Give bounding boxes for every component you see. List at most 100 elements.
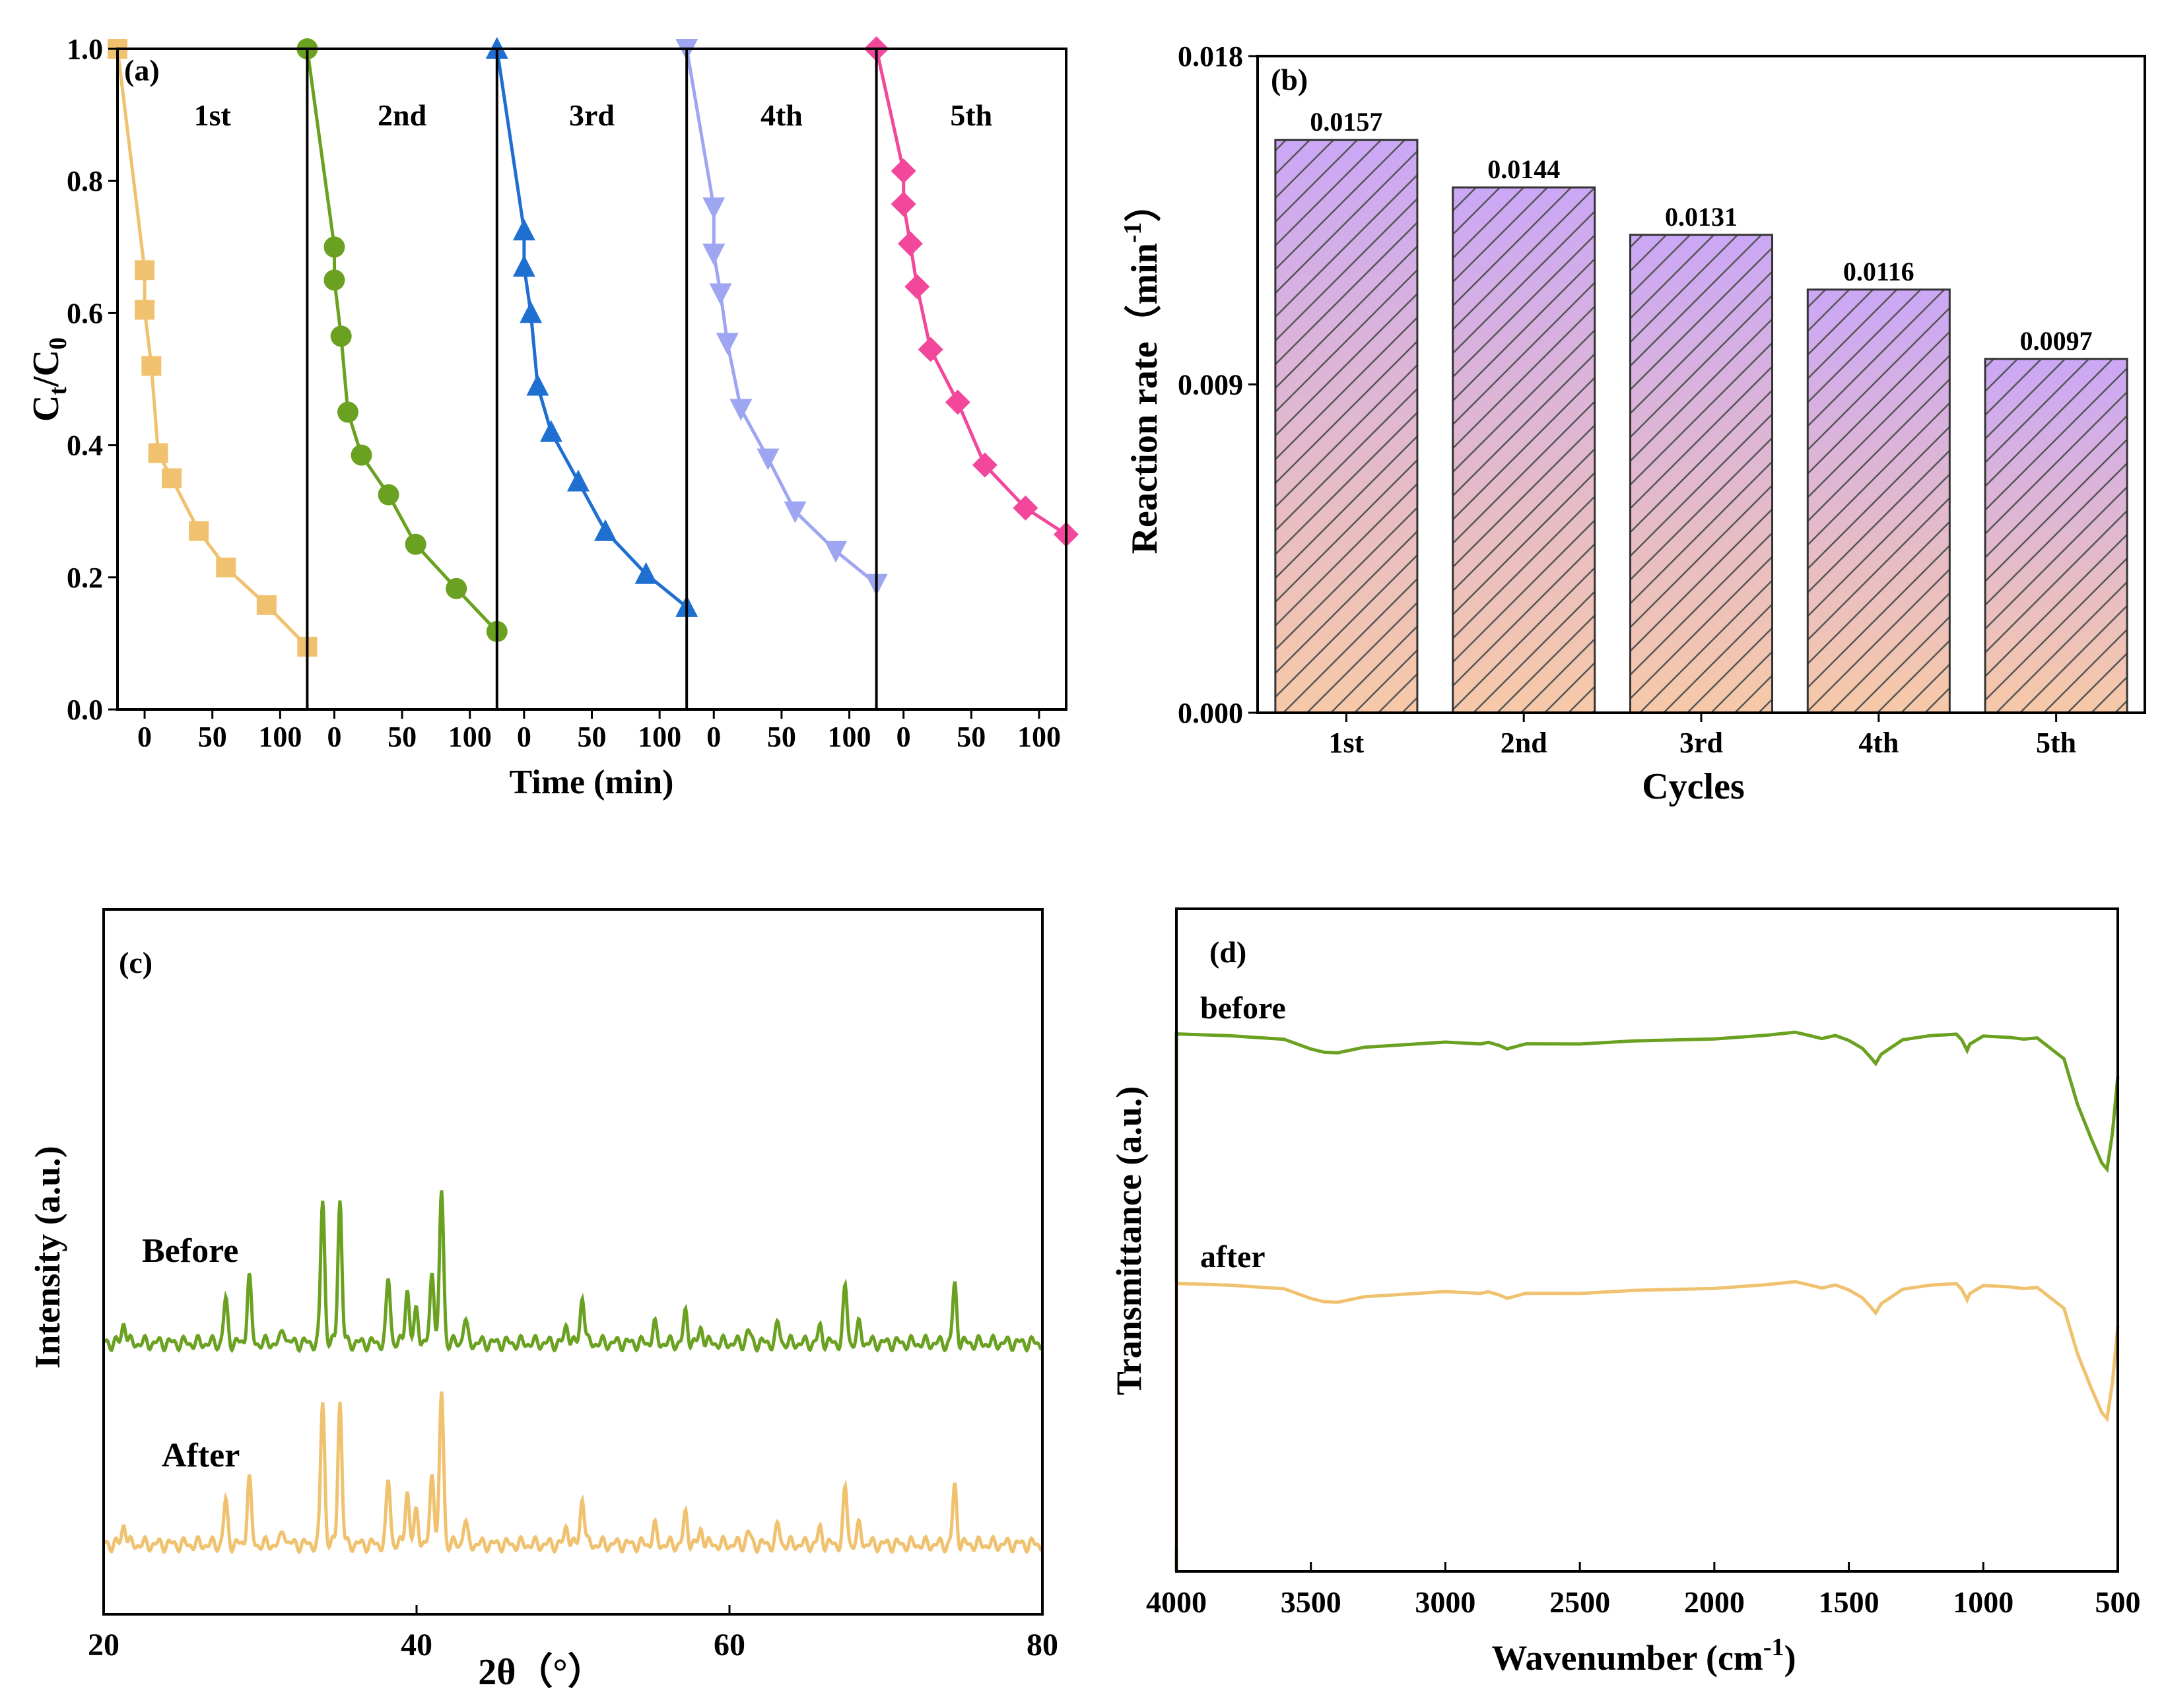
xrd-curve-before — [103, 1190, 1044, 1354]
panel-c-ylabel: Intensity (a.u.) — [28, 1146, 67, 1369]
y-tick-label: 0.009 — [1178, 369, 1243, 401]
panel-b-xlabel: Cycles — [1642, 766, 1745, 807]
bar-value-label: 0.0157 — [1310, 107, 1382, 137]
data-point-5th-6 — [945, 389, 970, 415]
x-tick-label: 3500 — [1281, 1585, 1341, 1619]
data-point-2nd-5 — [351, 444, 372, 466]
x-tick-label: 0 — [517, 721, 531, 753]
data-point-4th-8 — [825, 541, 848, 563]
data-point-3rd-2 — [512, 255, 535, 277]
data-point-3rd-5 — [539, 420, 562, 442]
panel-a-conversion-cycles: 1st 0 50 100 2nd 0 50 100 3rd 0 50 100 4th 0 50 100 5th 0… — [26, 33, 1079, 801]
series-line-2nd — [305, 48, 498, 633]
svg-text:Ct/C0: Ct/C0 — [26, 337, 72, 422]
ftir-curve-before — [1174, 1030, 2120, 1571]
x-tick-label: 0 — [137, 721, 152, 753]
y-tick-label: 1.0 — [67, 33, 103, 65]
x-tick-label: 50 — [578, 721, 607, 753]
y-tick-label: 0.018 — [1178, 40, 1243, 73]
x-tick-label: 50 — [957, 721, 986, 753]
data-point-1st-2 — [135, 300, 155, 320]
data-point-2nd-1 — [323, 236, 345, 258]
x-tick-label: 1st — [1329, 727, 1365, 759]
bar-value-label: 0.0116 — [1843, 257, 1914, 286]
y-tick-label: 0.6 — [67, 297, 103, 329]
data-point-2nd-2 — [323, 269, 345, 291]
x-tick-label: 60 — [714, 1627, 745, 1662]
cycle-label-5th: 5th — [950, 98, 992, 132]
data-point-2nd-4 — [337, 401, 358, 423]
cycle-label-3rd: 3rd — [569, 98, 615, 132]
bar-value-label: 0.0131 — [1665, 202, 1738, 232]
panel-d-after-label: after — [1200, 1239, 1266, 1274]
x-tick-label: 1000 — [1953, 1585, 2013, 1619]
data-point-1st-7 — [216, 557, 236, 577]
data-point-4th-4 — [716, 333, 739, 355]
x-tick-label: 1500 — [1819, 1585, 1879, 1619]
svg-text:Wavenumber (cm-1): Wavenumber (cm-1) — [1491, 1633, 1796, 1678]
panel-b-label: (b) — [1271, 63, 1308, 96]
ftir-curve-after — [1174, 1280, 2120, 1548]
data-point-4th-5 — [729, 399, 753, 421]
cycle-label-2nd: 2nd — [378, 98, 427, 132]
data-point-1st-4 — [148, 443, 168, 463]
x-tick-label: 50 — [388, 721, 417, 753]
panel-c-xrd: 20 40 60 80 (c) Before After 2θ（°） Intensit… — [28, 908, 1058, 1693]
data-point-3rd-6 — [566, 469, 590, 492]
data-point-5th-5 — [918, 337, 943, 362]
data-point-5th-2 — [891, 191, 916, 217]
x-tick-label: 3rd — [1679, 727, 1723, 759]
bar-hatch-1st — [1274, 139, 1419, 714]
x-tick-label: 3000 — [1415, 1585, 1475, 1619]
data-point-1st-5 — [162, 468, 182, 488]
panel-d-ftir: 4000 3500 3000 2500 2000 1500 1000 500 (d) befo… — [1109, 907, 2141, 1678]
x-tick-label: 100 — [258, 721, 302, 753]
data-point-2nd-8 — [446, 577, 467, 599]
panel-b-ylabel: Reaction rate（min-1） — [1119, 185, 1165, 554]
data-point-4th-1 — [702, 197, 726, 220]
xrd-curve-after — [103, 1391, 1044, 1555]
bar-hatch-4th — [1806, 288, 1951, 714]
panel-d-frame — [1175, 907, 2119, 1573]
bar-hatch-5th — [1984, 358, 2128, 714]
bar-hatch-3rd — [1629, 234, 1774, 714]
x-tick-label: 50 — [767, 721, 796, 753]
x-tick-label: 50 — [198, 721, 227, 753]
x-tick-label: 0 — [706, 721, 721, 753]
data-point-5th-8 — [1013, 495, 1038, 521]
x-tick-label: 0 — [327, 721, 341, 753]
data-point-1st-1 — [135, 260, 155, 280]
y-tick-label: 0.000 — [1178, 697, 1243, 729]
series-line-1st — [116, 48, 309, 648]
y-tick-label: 0.8 — [67, 165, 103, 197]
data-point-1st-6 — [189, 521, 209, 541]
panel-d-xlabel: Wavenumber (cm-1) — [1491, 1633, 1796, 1678]
x-tick-label: 2000 — [1684, 1585, 1745, 1619]
data-point-2nd-6 — [378, 484, 399, 506]
panel-d-before-label: before — [1200, 991, 1286, 1026]
y-tick-label: 0.2 — [67, 562, 103, 594]
x-tick-label: 100 — [638, 721, 681, 753]
panel-c-label: (c) — [119, 946, 152, 979]
panel-a-ylabel: Ct/C0 — [26, 337, 72, 422]
x-tick-label: 0 — [896, 721, 911, 753]
data-point-5th-4 — [904, 274, 930, 300]
bar-value-label: 0.0097 — [2020, 326, 2093, 356]
x-tick-label: 80 — [1027, 1627, 1058, 1662]
panel-d-ylabel: Transmittance (a.u.) — [1109, 1086, 1149, 1395]
panel-d-label: (d) — [1209, 935, 1246, 969]
data-point-2nd-3 — [330, 325, 352, 347]
x-tick-label: 5th — [2036, 727, 2076, 759]
data-point-3rd-4 — [526, 374, 549, 396]
data-point-4th-3 — [709, 283, 732, 306]
cycle-label-1st: 1st — [194, 98, 232, 132]
data-point-5th-1 — [891, 158, 916, 184]
data-point-5th-3 — [897, 231, 923, 257]
data-point-5th-7 — [972, 452, 997, 478]
series-line-5th — [875, 48, 1067, 536]
panel-c-before-label: Before — [142, 1232, 238, 1270]
data-point-1st-8 — [256, 595, 277, 615]
panel-a-label: (a) — [124, 53, 160, 87]
x-tick-label: 100 — [1017, 721, 1061, 753]
